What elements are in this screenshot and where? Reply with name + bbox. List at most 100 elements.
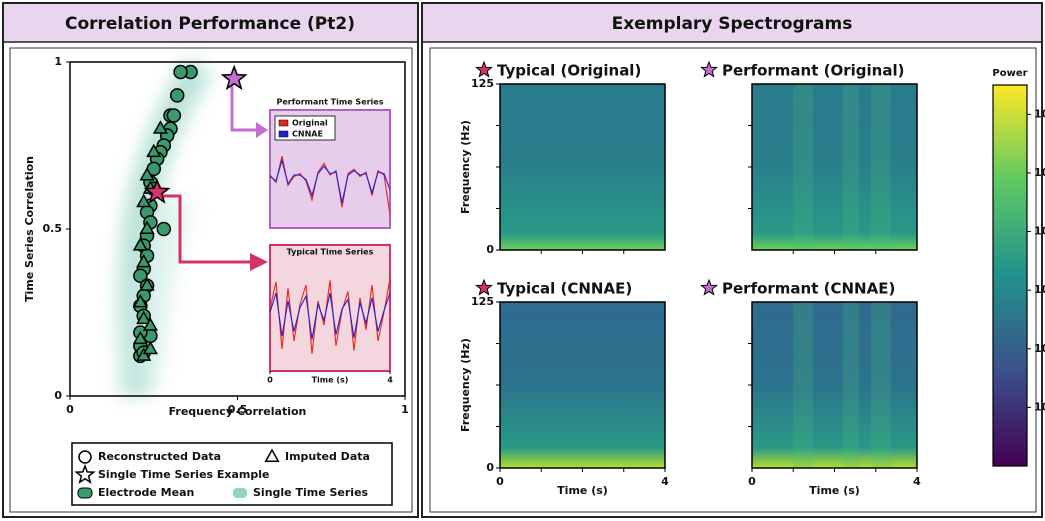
colorbar-tick-label: 10⁻³ [1034, 283, 1045, 296]
y-tick-label: 0 [54, 389, 62, 402]
legend-label: CNNAE [292, 130, 323, 139]
title-star [700, 278, 718, 296]
legend-swatch [77, 487, 93, 499]
legend-label: Imputed Data [285, 450, 370, 463]
triangle-point [139, 220, 155, 234]
triangle-point [139, 167, 155, 181]
x-tick-label: 1 [401, 403, 409, 416]
x-tick-label: 0 [66, 403, 74, 416]
y-axis-label: Frequency (Hz) [459, 120, 472, 214]
y-tick-label: 1 [54, 55, 62, 68]
colorbar-tick-label: 10⁻⁵ [1034, 342, 1045, 355]
legend-icon [78, 450, 92, 464]
inset-frame [269, 244, 391, 372]
spectrogram-band [842, 302, 860, 468]
left-header [4, 4, 417, 42]
x-tick-label: 4 [913, 475, 921, 488]
spectrogram-title: Performant (Original) [722, 62, 904, 80]
triangle-point [132, 330, 148, 345]
colorbar-tick-label: 10⁻⁷ [1034, 400, 1045, 413]
circle-point [173, 64, 188, 80]
spectrogram-image [500, 302, 665, 468]
y-tick-label: 0 [486, 243, 494, 256]
y-axis-label: Frequency (Hz) [459, 338, 472, 432]
legend-swatch [233, 488, 247, 498]
title-star [475, 278, 493, 296]
spectrogram-band [870, 84, 891, 250]
triangle-point [136, 253, 152, 268]
spectrogram-band [793, 84, 814, 250]
triangle-point [152, 120, 169, 134]
panel-title: Correlation Performance (Pt2) [65, 14, 355, 34]
x-tick-label: 0 [496, 475, 504, 488]
x-tick-label: 0 [267, 376, 273, 385]
panel-title: Exemplary Spectrograms [612, 14, 853, 34]
colorbar-tick-label: 10⁻¹ [1034, 225, 1045, 238]
colorbar-tick-label: 10³ [1034, 107, 1045, 120]
arrow [230, 86, 258, 132]
spectrogram-band [870, 302, 891, 468]
spectrogram-title: Typical (Original) [497, 62, 641, 80]
y-axis-label: Time Series Correlation [23, 156, 36, 302]
colorbar [992, 84, 1028, 467]
triangle-point [136, 310, 152, 325]
series-line [269, 158, 391, 204]
triangle-point [146, 143, 162, 158]
title-star [700, 60, 718, 78]
right-header [423, 4, 1041, 42]
legend-label: Single Time Series [253, 486, 369, 499]
title-star [475, 60, 493, 78]
spectrogram-band [793, 302, 814, 468]
spectrogram-title: Typical (CNNAE) [497, 280, 632, 298]
star-point [143, 178, 171, 204]
inset-title: Typical Time Series [287, 248, 374, 257]
legend-label: Electrode Mean [98, 486, 194, 499]
arrow [162, 194, 252, 264]
legend-icon [74, 463, 96, 485]
arrow-head [250, 253, 268, 271]
legend-label: Single Time Series Example [98, 468, 270, 481]
triangle-point [139, 277, 155, 291]
circle-point [169, 88, 185, 103]
circle-point [156, 221, 172, 237]
star-point [220, 64, 248, 91]
x-tick-label: 0.5 [228, 403, 248, 416]
spectrogram-image [752, 84, 917, 250]
spectrogram-title: Performant (CNNAE) [722, 280, 895, 298]
spectrogram-image [500, 84, 665, 250]
left-inner-frame [9, 47, 413, 513]
legend-swatch [278, 130, 289, 138]
colorbar-title: Power [992, 68, 1027, 79]
x-axis-label: Time (s) [312, 376, 349, 385]
triangle-point [132, 293, 148, 308]
series-line [269, 278, 391, 354]
legend-icon [264, 448, 280, 462]
x-tick-label: 4 [387, 376, 393, 385]
x-tick-label: 4 [661, 475, 669, 488]
circle-point [166, 108, 182, 123]
legend-label: Original [292, 119, 328, 128]
right-inner-frame [429, 47, 1037, 513]
triangle-point [142, 340, 158, 355]
triangle-point [132, 237, 148, 251]
spectrogram-image [752, 302, 917, 468]
x-axis-label: Frequency Correlation [169, 405, 307, 418]
arrow-head [256, 122, 268, 138]
triangle-point [136, 347, 152, 361]
y-tick-label: 125 [471, 295, 494, 308]
x-tick-label: 0 [748, 475, 756, 488]
triangle-point [142, 317, 158, 331]
inset-title: Performant Time Series [276, 98, 383, 107]
triangle-point [136, 193, 152, 208]
colorbar-tick-label: 10¹ [1034, 166, 1045, 179]
legend-swatch [278, 119, 289, 127]
x-axis-label: Time (s) [557, 484, 608, 497]
series-line [269, 292, 391, 340]
legend-box [71, 442, 393, 506]
legend-label: Reconstructed Data [98, 450, 221, 463]
x-axis-label: Time (s) [809, 484, 860, 497]
y-tick-label: 0.5 [43, 222, 63, 235]
spectrogram-band [842, 84, 860, 250]
y-tick-label: 125 [471, 77, 494, 90]
